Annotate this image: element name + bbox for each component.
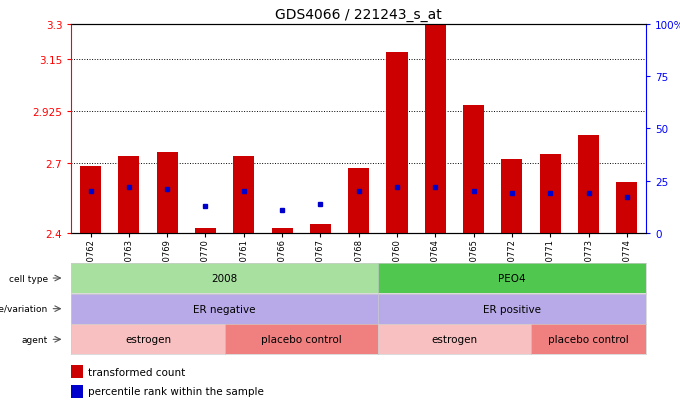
Text: PEO4: PEO4 — [498, 273, 526, 283]
Text: estrogen: estrogen — [125, 335, 171, 344]
Bar — [71, 366, 83, 378]
Bar — [578, 136, 599, 233]
Text: estrogen: estrogen — [431, 335, 477, 344]
Bar — [501, 159, 522, 233]
Bar — [156, 152, 177, 233]
Bar — [80, 166, 101, 233]
Bar — [386, 52, 407, 233]
Text: placebo control: placebo control — [261, 335, 341, 344]
Bar — [310, 224, 331, 233]
Text: ER negative: ER negative — [193, 304, 256, 314]
Bar — [271, 229, 292, 233]
Text: transformed count: transformed count — [88, 367, 186, 377]
Title: GDS4066 / 221243_s_at: GDS4066 / 221243_s_at — [275, 8, 442, 22]
Bar — [71, 385, 83, 398]
Text: cell type: cell type — [9, 274, 48, 283]
Text: placebo control: placebo control — [548, 335, 629, 344]
Bar — [425, 25, 446, 233]
Text: percentile rank within the sample: percentile rank within the sample — [88, 387, 264, 396]
Bar — [233, 157, 254, 233]
Text: ER positive: ER positive — [483, 304, 541, 314]
Bar — [616, 183, 637, 233]
Bar — [348, 169, 369, 233]
Bar — [463, 106, 484, 233]
Bar — [118, 157, 139, 233]
Text: agent: agent — [21, 335, 48, 344]
Bar — [540, 154, 561, 233]
Bar — [195, 229, 216, 233]
Text: 2008: 2008 — [211, 273, 238, 283]
Text: genotype/variation: genotype/variation — [0, 304, 48, 313]
